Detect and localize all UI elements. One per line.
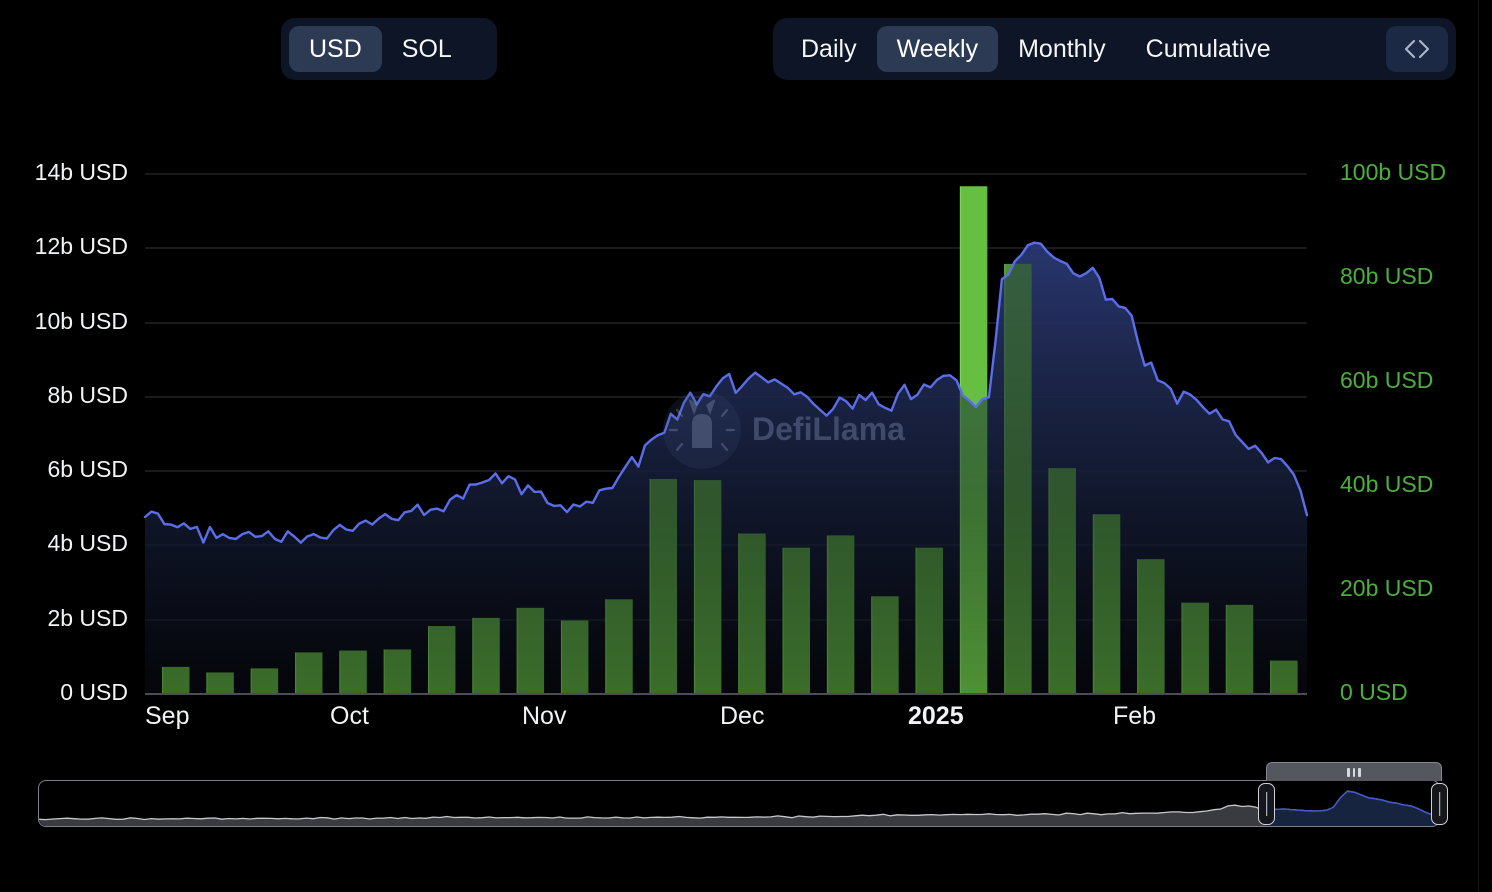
svg-text:DefiLlama: DefiLlama [752,411,905,447]
